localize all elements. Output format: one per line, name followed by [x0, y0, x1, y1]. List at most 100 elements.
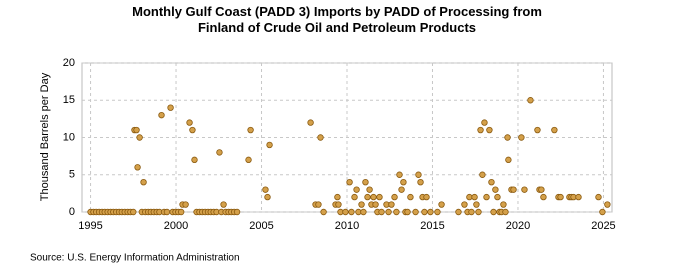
data-point: [494, 193, 501, 201]
data-point: [158, 111, 165, 119]
data-point: [130, 208, 137, 216]
data-point: [415, 171, 422, 178]
data-point: [315, 201, 322, 208]
data-point: [247, 126, 254, 134]
data-point: [307, 119, 314, 126]
data-point: [481, 119, 488, 126]
data-point: [372, 201, 379, 208]
data-point: [483, 193, 490, 201]
data-point: [490, 208, 497, 216]
data-point: [391, 193, 398, 201]
data-point: [388, 201, 395, 208]
data-point: [427, 208, 434, 216]
data-point: [540, 193, 547, 201]
data-point: [167, 104, 174, 111]
data-point: [502, 208, 509, 216]
data-point: [407, 193, 414, 201]
data-point: [136, 134, 143, 141]
data-point: [527, 97, 534, 104]
y-tick-label: 15: [63, 94, 75, 106]
x-tick-label: 2020: [506, 220, 530, 232]
data-point: [163, 208, 171, 216]
data-point: [473, 201, 480, 208]
data-point: [595, 193, 602, 201]
data-point: [504, 134, 511, 141]
data-point: [477, 126, 484, 134]
data-point: [575, 193, 582, 201]
data-point: [479, 171, 486, 178]
data-point: [134, 164, 141, 171]
data-point: [398, 186, 405, 193]
data-point: [334, 193, 341, 201]
x-tick-label: 2005: [249, 220, 273, 232]
data-point: [518, 134, 525, 141]
data-point: [475, 208, 482, 216]
source: Source: U.S. Energy Information Administ…: [30, 253, 240, 264]
data-point: [317, 134, 324, 141]
data-point: [486, 126, 493, 134]
data-point: [557, 193, 564, 201]
data-point: [551, 126, 558, 134]
chart-title: Monthly Gulf Coast (PADD 3) Imports by P…: [132, 4, 542, 35]
data-point: [264, 193, 271, 201]
data-point: [346, 178, 353, 186]
data-point: [133, 126, 140, 134]
data-point: [353, 186, 360, 193]
data-point: [233, 208, 241, 216]
data-point: [500, 201, 507, 208]
data-point: [216, 149, 223, 156]
y-tick-label: 10: [63, 131, 75, 143]
data-point: [348, 208, 355, 216]
data-point: [262, 186, 269, 193]
data-point: [320, 208, 327, 216]
data-point: [471, 193, 478, 201]
data-point: [364, 193, 371, 201]
data-point: [434, 208, 441, 216]
data-point: [468, 208, 475, 216]
y-tick-label: 5: [69, 169, 75, 181]
data-point: [461, 201, 468, 208]
data-point: [455, 208, 462, 216]
data-point: [378, 208, 385, 216]
data-point: [245, 156, 252, 164]
data-point: [366, 186, 373, 193]
data-point: [385, 208, 392, 216]
data-point: [335, 201, 342, 208]
data-point: [604, 201, 611, 208]
data-point: [362, 178, 369, 186]
data-point: [177, 208, 185, 216]
data-point: [358, 201, 365, 208]
y-tick-label: 0: [69, 206, 75, 218]
data-point: [370, 193, 377, 201]
data-point: [438, 201, 445, 208]
y-axis-label: Thousand Barrels per Day: [39, 72, 51, 201]
data-point: [266, 141, 273, 149]
data-point: [191, 156, 198, 164]
data-point: [404, 208, 411, 216]
data-point: [510, 186, 517, 193]
data-point: [140, 178, 147, 186]
data-point: [396, 171, 403, 178]
x-tick-label: 2025: [591, 220, 615, 232]
x-tick-label: 1995: [78, 220, 102, 232]
data-point: [421, 208, 428, 216]
data-point: [220, 201, 227, 208]
data-point: [376, 193, 383, 201]
y-tick-label: 20: [63, 57, 75, 69]
data-point: [360, 208, 367, 216]
data-point: [538, 186, 545, 193]
data-point: [488, 178, 495, 186]
data-point: [423, 193, 430, 201]
data-point: [400, 178, 407, 186]
data-point: [182, 201, 189, 208]
data-point: [492, 186, 499, 193]
x-tick-label: 2010: [335, 220, 359, 232]
data-point: [393, 208, 400, 216]
data-point: [342, 208, 349, 216]
data-point: [412, 208, 419, 216]
data-point: [505, 156, 512, 164]
x-tick-label: 2015: [420, 220, 444, 232]
data-point: [186, 119, 193, 126]
